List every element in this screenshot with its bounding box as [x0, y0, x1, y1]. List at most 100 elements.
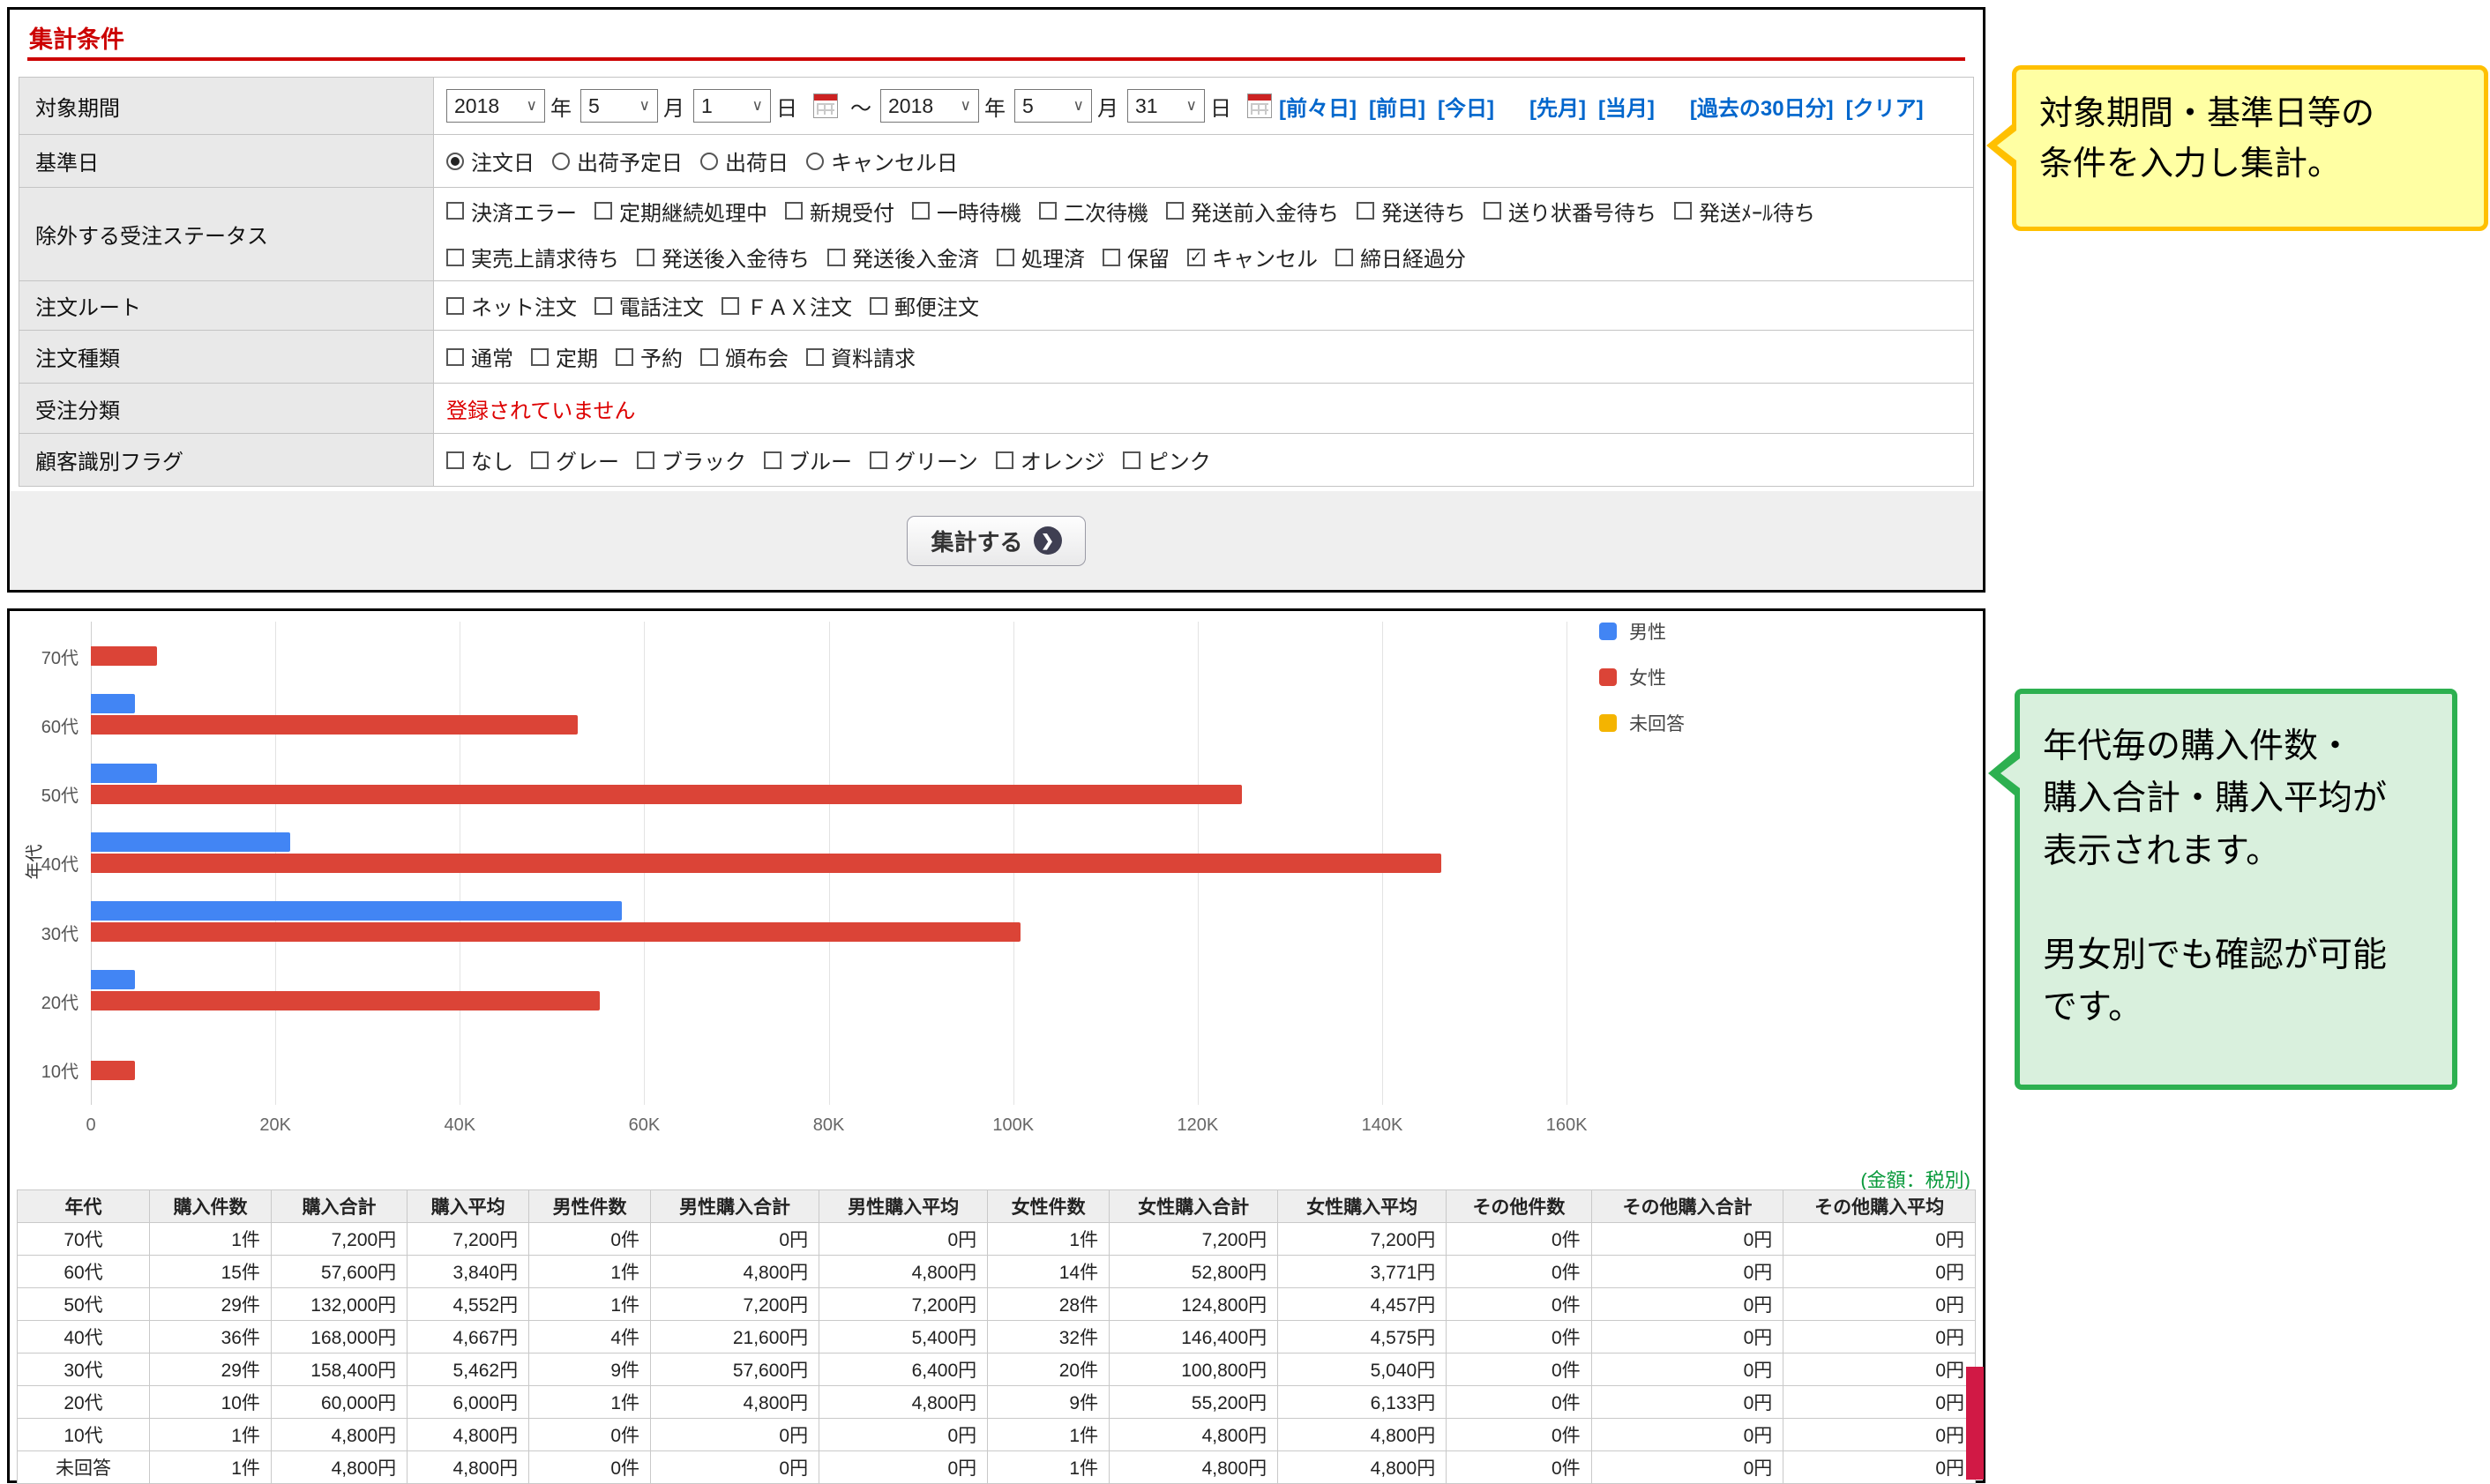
quick-date-link[interactable]: [今日]	[1437, 96, 1494, 121]
age-cell: 20代	[17, 1385, 150, 1419]
value-cell: 1件	[528, 1385, 652, 1419]
calendar-icon[interactable]	[813, 93, 838, 118]
chart-category-row-20代	[91, 966, 1581, 1035]
quick-date-link[interactable]: [当月]	[1597, 96, 1655, 121]
quick-date-link[interactable]: [クリア]	[1845, 96, 1924, 121]
y-axis-label-10代: 10代	[41, 1063, 79, 1083]
conditions-form: 対象期間 2018 ∨ 年 5 ∨ 月 1 ∨ 日 ～ 2018 ∨ 年 5 ∨ 月 31…	[19, 77, 1974, 487]
checkbox-option-決済エラー[interactable]: 決済エラー	[446, 196, 577, 227]
from-year-select[interactable]: 2018 ∨	[446, 89, 545, 123]
checkbox-option-締日経過分[interactable]: 締日経過分	[1335, 242, 1466, 272]
checkbox-option-なし[interactable]: なし	[446, 444, 513, 475]
value-cell: 4,552円	[407, 1287, 530, 1321]
callout-text-line: 表示されます。	[2043, 831, 2281, 870]
legend-label: 男性	[1629, 623, 1666, 643]
from-day-select[interactable]: 1 ∨	[693, 89, 771, 123]
checkbox-option-保留[interactable]: 保留	[1103, 242, 1170, 272]
x-tick-label: 140K	[1361, 1115, 1403, 1135]
checkbox-option-定期継続処理中[interactable]: 定期継続処理中	[594, 196, 767, 227]
column-header: 購入平均	[407, 1189, 530, 1223]
checkbox-icon	[806, 347, 824, 366]
checkbox-option-通常[interactable]: 通常	[446, 341, 513, 372]
checkbox-icon	[446, 248, 464, 266]
checkbox-option-二次待機[interactable]: 二次待機	[1039, 196, 1148, 227]
checkbox-option-郵便注文[interactable]: 郵便注文	[870, 290, 979, 321]
checkbox-option-ピンク[interactable]: ピンク	[1122, 444, 1211, 475]
radio-option-キャンセル日[interactable]: キャンセル日	[806, 145, 958, 176]
calendar-icon[interactable]	[1247, 93, 1272, 118]
value-cell: 5,040円	[1277, 1353, 1447, 1386]
x-tick-label: 160K	[1545, 1115, 1588, 1135]
value-cell: 158,400円	[270, 1353, 408, 1386]
checkbox-option-発送前入金待ち[interactable]: 発送前入金待ち	[1166, 196, 1339, 227]
value-cell: 0円	[1590, 1320, 1784, 1353]
summary-table: 年代 購入件数 購入合計 購入平均 男性件数 男性購入合計 男性購入平均 女性件数 女性購入合計…	[17, 1189, 1976, 1484]
value-cell: 0件	[1446, 1287, 1592, 1321]
column-header: 男性購入平均	[819, 1189, 989, 1223]
checkbox-option-処理済[interactable]: 処理済	[997, 242, 1085, 272]
value-cell: 0件	[1446, 1385, 1592, 1419]
to-month-select[interactable]: 5 ∨	[1014, 89, 1092, 123]
to-year-select[interactable]: 2018 ∨	[880, 89, 979, 123]
checkbox-option-キャンセル[interactable]: ✓ キャンセル	[1187, 242, 1318, 272]
checkbox-option-発送後入金済[interactable]: 発送後入金済	[827, 242, 979, 272]
checkbox-option-グリーン[interactable]: グリーン	[870, 444, 978, 475]
checkbox-option-新規受付[interactable]: 新規受付	[785, 196, 894, 227]
checkbox-option-実売上請求待ち[interactable]: 実売上請求待ち	[446, 242, 619, 272]
quick-date-link[interactable]: [先月]	[1529, 96, 1586, 121]
checkbox-label: 発送後入金済	[852, 248, 979, 272]
checkbox-option-発送待ち[interactable]: 発送待ち	[1357, 196, 1466, 227]
checkbox-option-予約[interactable]: 予約	[616, 341, 683, 372]
value-cell: 0円	[1783, 1418, 1976, 1451]
checkbox-option-発送後入金待ち[interactable]: 発送後入金待ち	[637, 242, 810, 272]
checkbox-option-定期[interactable]: 定期	[531, 341, 598, 372]
checkbox-option-ブラック[interactable]: ブラック	[637, 444, 746, 475]
radio-option-注文日[interactable]: 注文日	[446, 145, 535, 176]
x-tick-label: 80K	[812, 1115, 845, 1135]
to-day-select[interactable]: 31 ∨	[1127, 89, 1205, 123]
unit-year: 年	[550, 96, 572, 121]
legend-item-女性: 女性	[1599, 664, 1685, 690]
checkbox-option-ＦＡＸ注文[interactable]: ＦＡＸ注文	[722, 290, 852, 321]
x-tick-label: 60K	[628, 1115, 661, 1135]
checkbox-option-発送ﾒｰﾙ待ち[interactable]: 発送ﾒｰﾙ待ち	[1674, 196, 1815, 227]
radio-option-出荷日[interactable]: 出荷日	[700, 145, 789, 176]
column-header: その他購入合計	[1590, 1189, 1784, 1223]
quick-date-link[interactable]: [前日]	[1368, 96, 1425, 121]
checkbox-icon	[995, 451, 1013, 469]
quick-date-link[interactable]: [前々日]	[1279, 96, 1357, 121]
table-row: 50代 29件 132,000円 4,552円 1件 7,200円 7,200円 28件 124…	[17, 1287, 1976, 1321]
checkbox-icon	[1103, 248, 1120, 266]
checkbox-option-一時待機[interactable]: 一時待機	[912, 196, 1021, 227]
checkbox-option-頒布会[interactable]: 頒布会	[700, 341, 789, 372]
value-cell: 0円	[1590, 1222, 1784, 1256]
value-cell: 168,000円	[270, 1320, 408, 1353]
checkbox-label: 郵便注文	[894, 296, 979, 320]
checkbox-option-送り状番号待ち[interactable]: 送り状番号待ち	[1484, 196, 1656, 227]
value-cell: 3,840円	[407, 1255, 530, 1288]
checkbox-label: なし	[471, 451, 513, 474]
period-separator: ～	[850, 96, 871, 121]
value-cell: 0円	[1590, 1418, 1784, 1451]
checkbox-label: 発送待ち	[1381, 201, 1466, 226]
value-cell: 7,200円	[407, 1222, 530, 1256]
chart-category-row-70代	[91, 622, 1581, 690]
radio-option-出荷予定日[interactable]: 出荷予定日	[552, 145, 683, 176]
value-cell: 7,200円	[1109, 1222, 1279, 1256]
aggregate-button-label: 集計する	[931, 528, 1023, 556]
checkbox-icon	[785, 202, 803, 220]
value-cell: 0件	[1446, 1255, 1592, 1288]
checkbox-option-グレー[interactable]: グレー	[531, 444, 619, 475]
checkbox-option-ブルー[interactable]: ブルー	[764, 444, 852, 475]
x-tick-label: 0	[86, 1115, 96, 1135]
quick-date-link[interactable]: [過去の30日分]	[1689, 96, 1834, 121]
checkbox-option-資料請求[interactable]: 資料請求	[806, 341, 916, 372]
from-month-select[interactable]: 5 ∨	[580, 89, 658, 123]
checkbox-option-ネット注文[interactable]: ネット注文	[446, 290, 577, 321]
checkbox-icon	[446, 202, 464, 220]
checkbox-option-電話注文[interactable]: 電話注文	[594, 290, 704, 321]
checkbox-label: 定期継続処理中	[619, 201, 767, 226]
checkbox-option-オレンジ[interactable]: オレンジ	[995, 444, 1105, 475]
bar-女性-20代	[91, 991, 601, 1011]
aggregate-button[interactable]: 集計する ❯	[907, 515, 1086, 566]
